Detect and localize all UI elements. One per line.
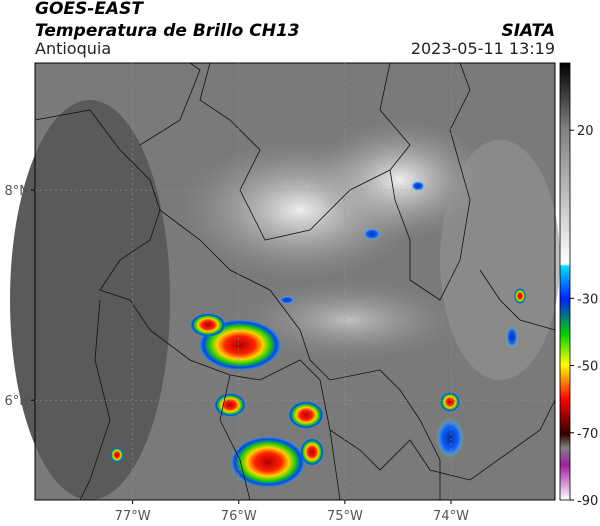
title: Temperatura de Brillo CH13	[35, 21, 300, 41]
colorbar-tick-label: -50	[577, 360, 598, 375]
colorbar-tick-label: -90	[577, 494, 598, 509]
x-tick-label: 77°W	[115, 509, 151, 524]
map	[10, 62, 560, 501]
colorbar-tick-label: -70	[577, 427, 598, 442]
datetime: 2023-05-11 13:19	[411, 39, 555, 58]
source: SIATA	[501, 21, 555, 41]
colorbar-tick-label: 20	[577, 124, 594, 139]
x-tick-label: 75°W	[327, 509, 363, 524]
colorbar-tick-label: -30	[577, 292, 598, 307]
x-tick-label: 74°W	[433, 509, 469, 524]
map-frame	[34, 62, 556, 501]
y-tick-label: 8°N	[5, 184, 30, 199]
colorbar	[559, 62, 571, 501]
x-tick-label: 76°W	[221, 509, 257, 524]
region: Antioquia	[35, 39, 111, 58]
satellite: GOES-EAST	[35, 0, 144, 19]
y-tick-label: 6°N	[5, 394, 30, 409]
